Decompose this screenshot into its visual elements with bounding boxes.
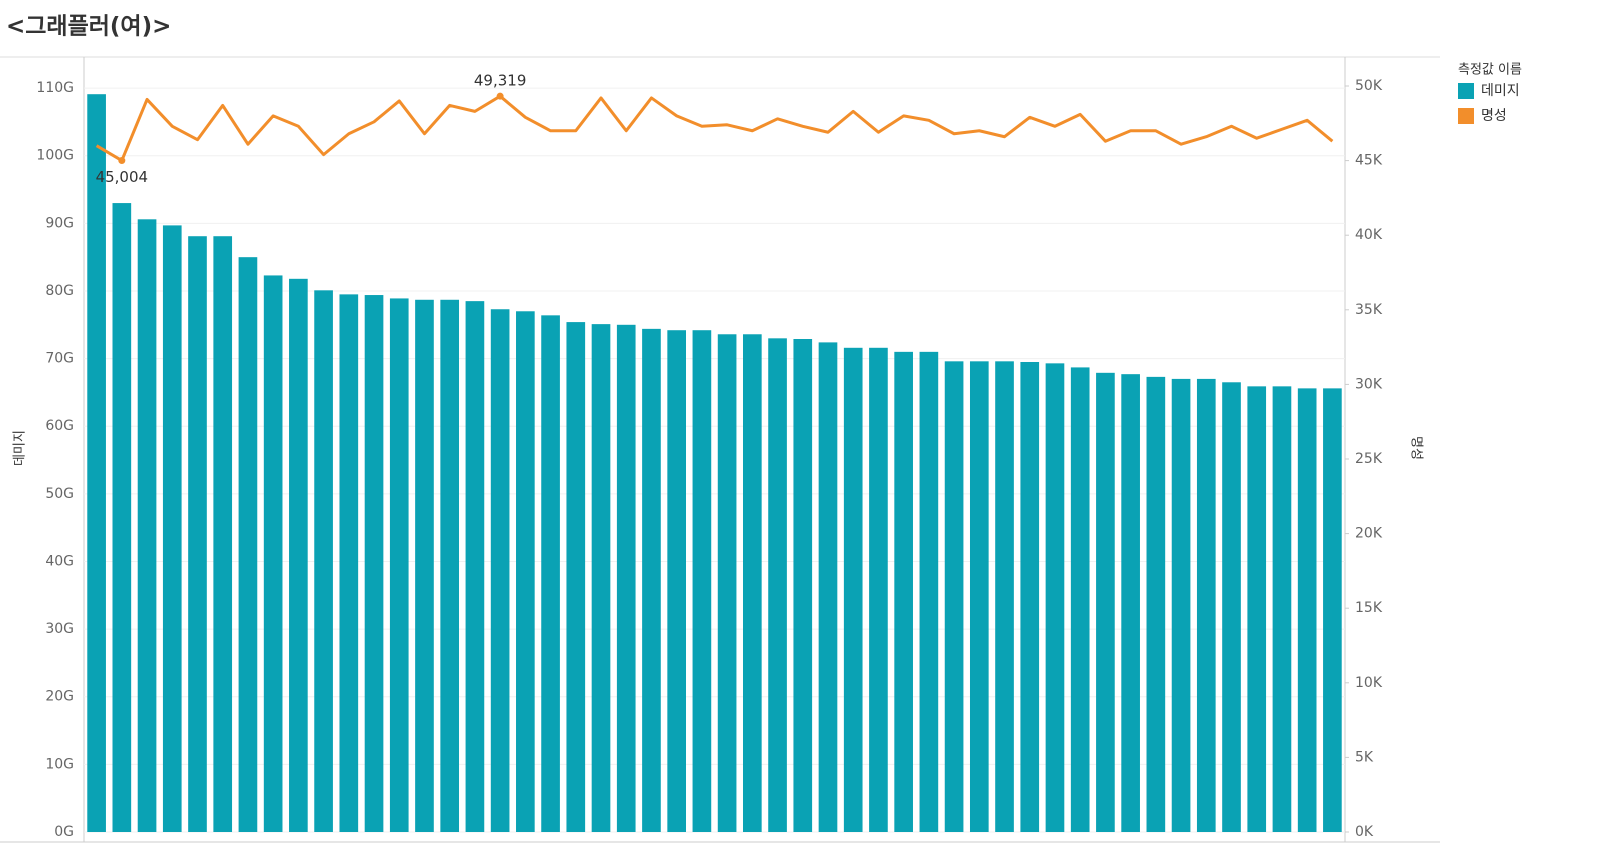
bar bbox=[465, 301, 485, 832]
bar bbox=[162, 225, 182, 833]
bar bbox=[1272, 386, 1292, 832]
y-tick-label: 30G bbox=[45, 621, 74, 637]
bar bbox=[566, 322, 586, 832]
bar bbox=[137, 219, 157, 833]
bar bbox=[1070, 367, 1090, 832]
bar bbox=[364, 295, 384, 832]
bar bbox=[516, 311, 535, 832]
y-tick-label: 70G bbox=[45, 351, 74, 367]
bar bbox=[667, 330, 687, 832]
bar bbox=[591, 324, 611, 832]
point bbox=[496, 92, 504, 100]
point bbox=[118, 157, 126, 165]
bar bbox=[1020, 361, 1040, 832]
y2-tick-label: 50K bbox=[1355, 78, 1383, 94]
data-label: 45,004 bbox=[96, 168, 149, 186]
bar bbox=[1096, 372, 1115, 832]
bar bbox=[742, 334, 762, 832]
legend-title: 측정값 이름 bbox=[1458, 63, 1522, 78]
bar bbox=[894, 351, 913, 832]
bar bbox=[692, 330, 712, 832]
legend-swatch bbox=[1458, 108, 1474, 124]
y-tick-label: 110G bbox=[36, 80, 74, 96]
bar bbox=[843, 347, 863, 832]
y2-tick-label: 40K bbox=[1355, 227, 1383, 243]
bar bbox=[616, 324, 636, 832]
bar bbox=[87, 94, 106, 833]
legend-label: 데미지 bbox=[1481, 83, 1520, 99]
bar bbox=[793, 339, 813, 832]
y-tick-label: 0G bbox=[54, 824, 74, 840]
bar bbox=[213, 236, 233, 832]
bar bbox=[289, 278, 308, 832]
bar bbox=[717, 334, 737, 832]
bar bbox=[440, 299, 460, 832]
bar bbox=[339, 294, 359, 832]
legend-swatch bbox=[1458, 83, 1474, 99]
bar bbox=[1171, 378, 1191, 832]
bar bbox=[1247, 386, 1267, 832]
legend-label: 명성 bbox=[1481, 108, 1507, 124]
bar bbox=[818, 342, 838, 832]
y-tick-label: 60G bbox=[45, 418, 74, 434]
bar bbox=[919, 351, 939, 832]
data-label: 49,319 bbox=[474, 72, 527, 90]
y2-tick-label: 30K bbox=[1355, 376, 1383, 392]
bar bbox=[490, 309, 510, 832]
bar bbox=[1045, 363, 1065, 832]
bar bbox=[541, 315, 560, 832]
bar bbox=[188, 236, 207, 832]
y2-tick-label: 10K bbox=[1355, 675, 1383, 691]
bar bbox=[314, 290, 333, 832]
y2-tick-label: 25K bbox=[1355, 451, 1383, 467]
bar bbox=[389, 298, 409, 832]
y-tick-label: 80G bbox=[45, 283, 74, 299]
bar bbox=[768, 338, 787, 832]
bar bbox=[1146, 376, 1166, 832]
bar bbox=[263, 275, 283, 832]
y2-axis-title: 명성 bbox=[1409, 436, 1424, 460]
bar bbox=[969, 361, 989, 832]
y-tick-label: 40G bbox=[45, 553, 74, 569]
y2-tick-label: 5K bbox=[1355, 749, 1374, 765]
bar bbox=[869, 347, 888, 832]
bar bbox=[238, 257, 258, 832]
y2-tick-label: 20K bbox=[1355, 526, 1383, 542]
y2-tick-label: 45K bbox=[1355, 153, 1383, 169]
bar bbox=[1323, 388, 1342, 832]
bar bbox=[1121, 374, 1140, 832]
y-tick-label: 10G bbox=[45, 756, 74, 772]
y2-tick-label: 15K bbox=[1355, 600, 1383, 616]
bar bbox=[1297, 388, 1317, 832]
bar bbox=[415, 299, 434, 832]
y2-tick-label: 0K bbox=[1355, 824, 1374, 840]
y-tick-label: 100G bbox=[36, 148, 74, 164]
y2-tick-label: 35K bbox=[1355, 302, 1383, 318]
bar bbox=[995, 361, 1014, 832]
y-tick-label: 90G bbox=[45, 215, 74, 231]
bar bbox=[642, 328, 661, 832]
bar bbox=[944, 361, 964, 832]
line bbox=[95, 94, 1334, 163]
bar bbox=[112, 203, 132, 832]
y-tick-label: 20G bbox=[45, 689, 74, 705]
y-tick-label: 50G bbox=[45, 486, 74, 502]
bar bbox=[1222, 382, 1241, 832]
chart-title: <그래플러(여)> bbox=[6, 14, 171, 40]
bar bbox=[1196, 378, 1216, 832]
y-axis-title: 데미지 bbox=[13, 430, 28, 466]
